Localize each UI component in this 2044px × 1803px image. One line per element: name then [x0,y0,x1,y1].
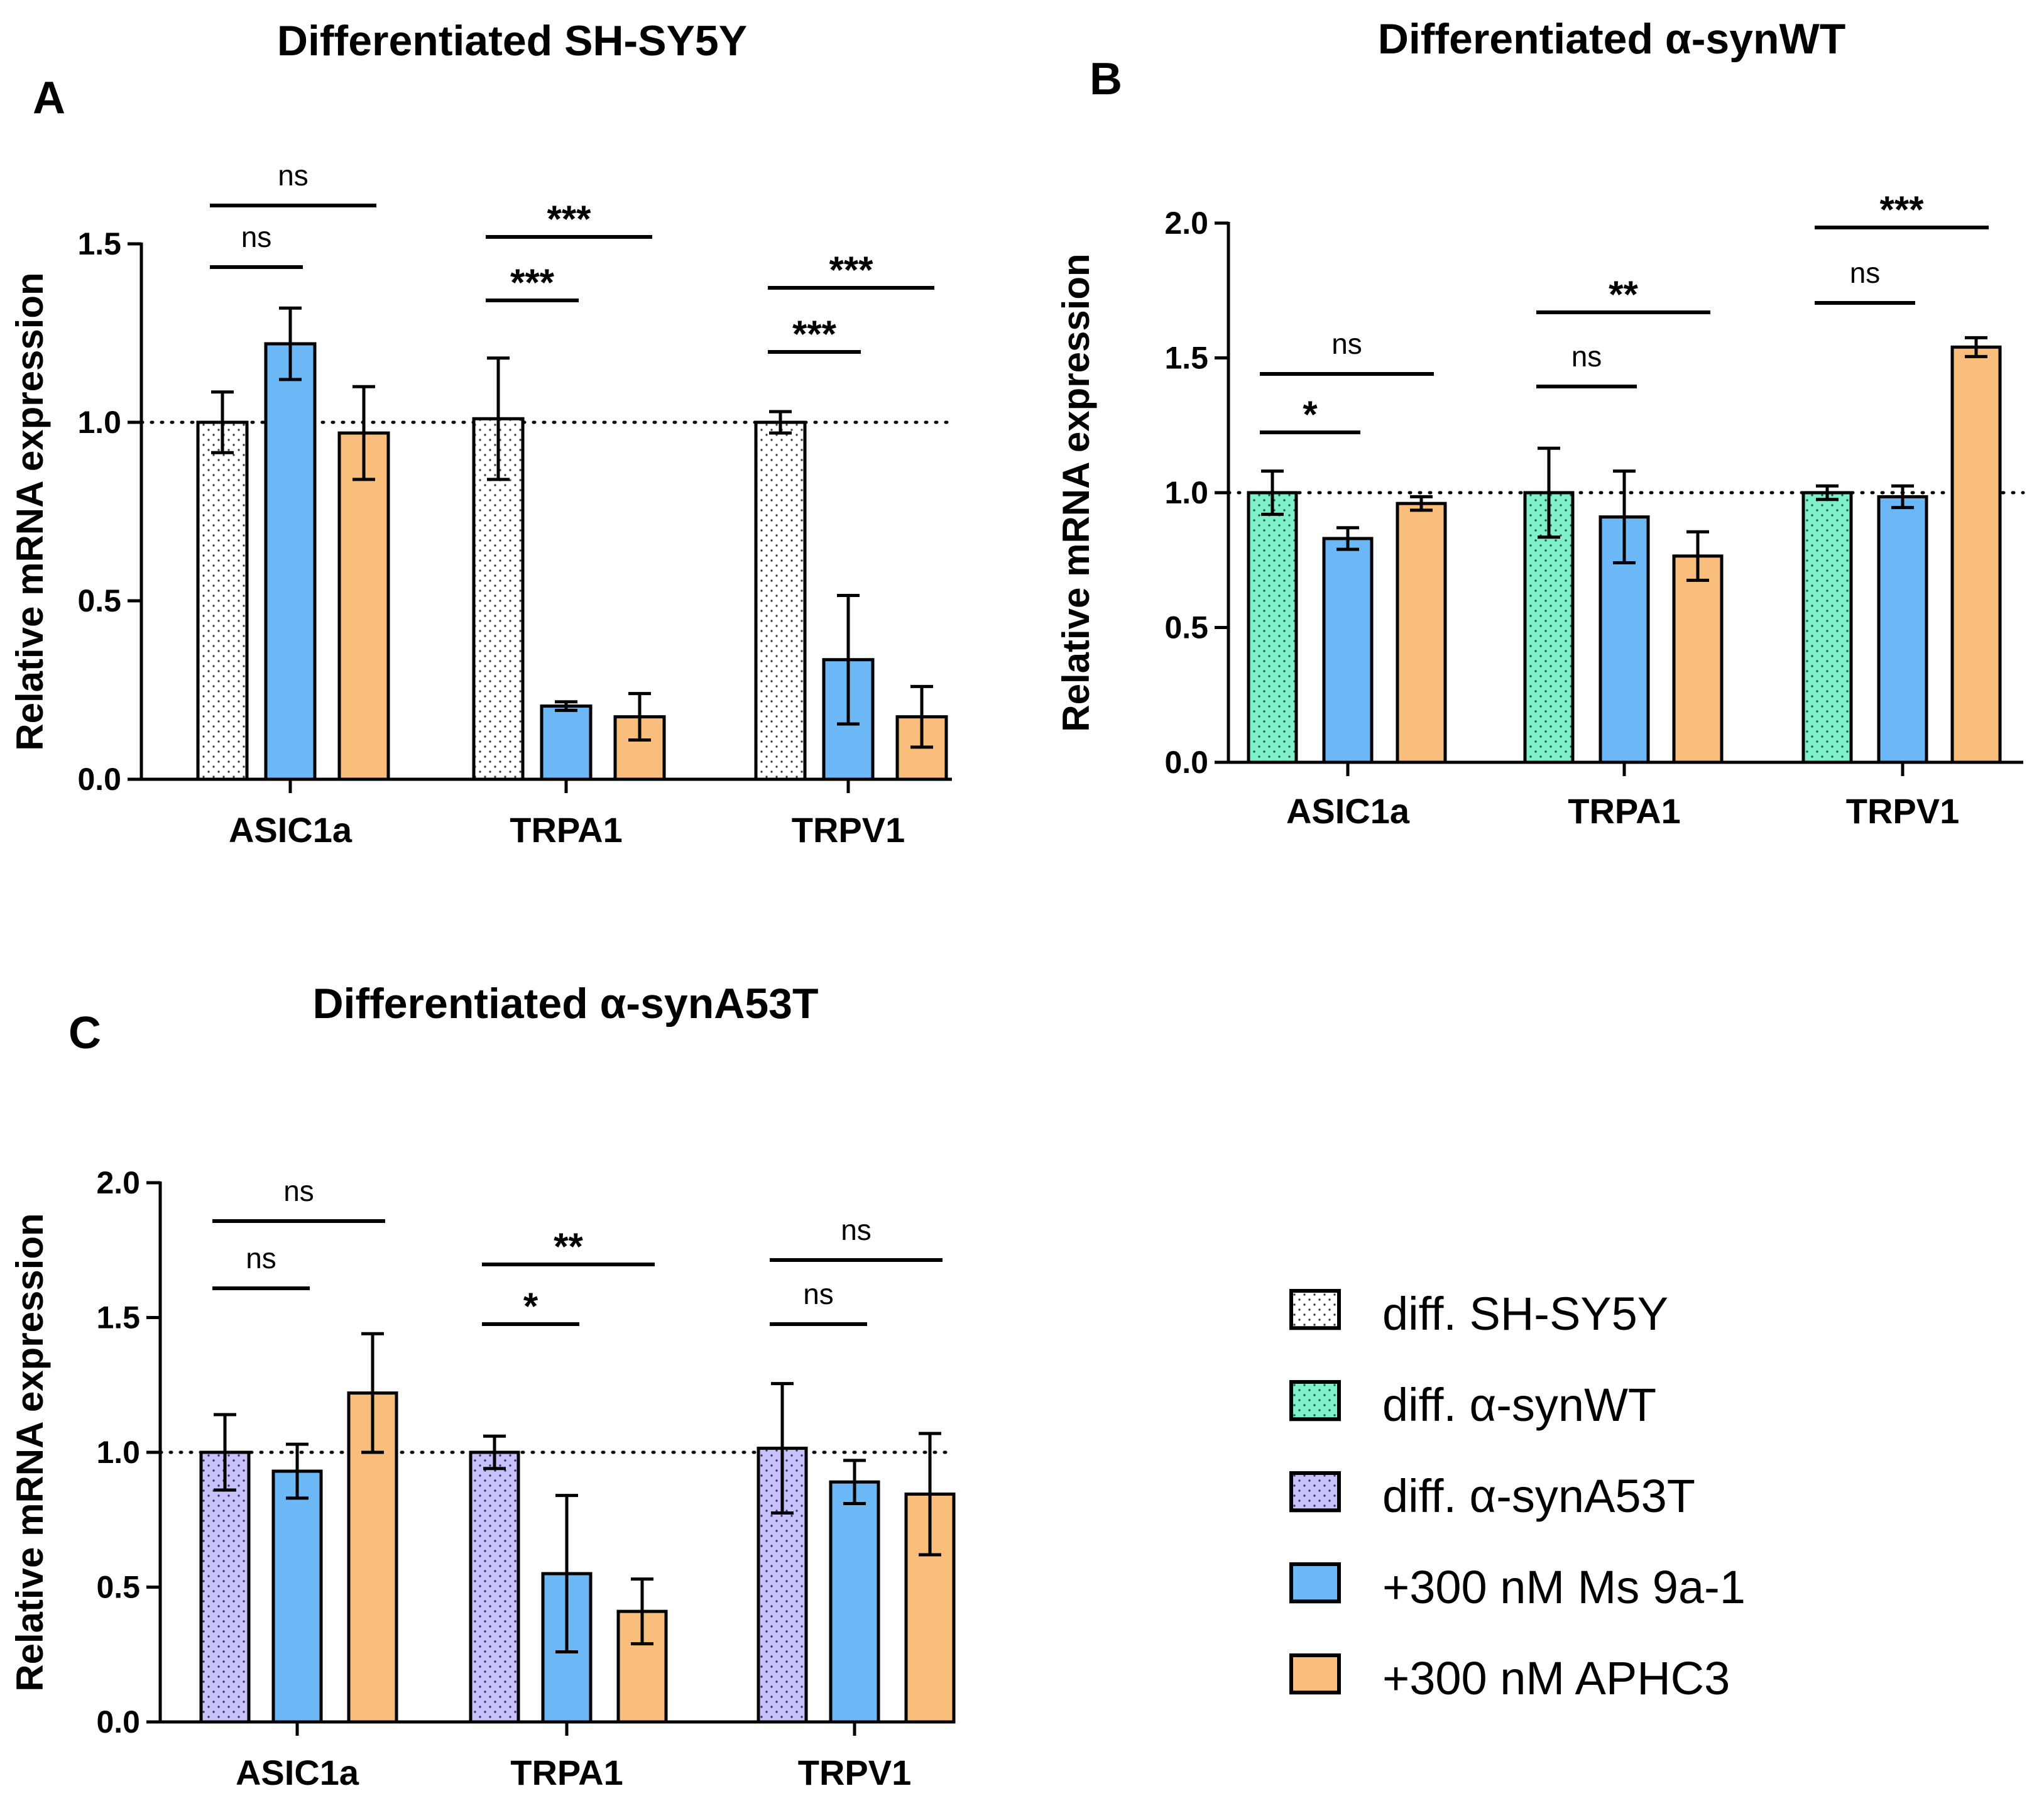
significance-label: *** [547,198,591,240]
chart-title: Differentiated α-synWT [1378,15,1846,63]
x-category-label: ASIC1a [229,810,353,850]
significance-label: ns [803,1278,834,1310]
significance-label: *** [792,313,837,355]
bar-asic1a-s2 [337,431,390,781]
panel-letter: B [1090,54,1122,104]
x-category-label: TRPV1 [792,810,905,850]
significance-label: ** [554,1225,583,1268]
y-tick-label: 1.0 [1164,475,1208,510]
y-axis-label: Relative mRNA expression [1055,253,1097,732]
x-category-label: TRPV1 [1846,791,1960,831]
legend-label: diff. SH-SY5Y [1382,1288,1668,1340]
significance-label: ns [283,1175,314,1207]
bar-asic1a-s0 [196,420,249,781]
bar-trpv1-s0 [754,420,807,781]
panel-letter: A [33,73,65,123]
bar-trpv1-s0 [1801,491,1853,764]
legend-swatch [1289,1471,1341,1513]
y-tick-label: 2.0 [1164,206,1208,241]
bar-asic1a-s0 [1247,491,1298,764]
bar-asic1a-s1 [1322,537,1374,764]
significance-label: ns [1331,327,1362,360]
y-tick-label: 1.5 [96,1300,140,1335]
significance-label: ns [241,221,272,253]
significance-label: ** [1609,273,1638,315]
panel-letter: C [68,1008,101,1058]
y-tick-label: 0.5 [96,1570,140,1605]
significance-label: *** [510,261,555,304]
x-category-label: TRPA1 [510,1753,623,1792]
bar-trpv1-s2 [1950,345,2002,764]
significance-label: * [523,1285,538,1327]
significance-label: ns [246,1242,276,1274]
y-tick-label: 0.0 [77,762,121,797]
bar-asic1a-s1 [271,1469,323,1724]
plots: Differentiated SH-SY5Y A Relative mRNA exp… [9,15,2025,1792]
significance-label: * [1303,393,1318,436]
legend: diff. SH-SY5Y diff. α-synWT diff. α-synA53… [1289,1288,1746,1704]
y-tick-label: 1.0 [96,1435,140,1470]
bar-asic1a-s0 [199,1450,251,1724]
significance-label: *** [829,249,873,291]
bar-trpv1-s1 [1877,495,1928,764]
legend-label: diff. α-synWT [1382,1379,1656,1431]
x-category-label: TRPA1 [510,810,622,850]
x-category-label: ASIC1a [236,1753,359,1792]
legend-swatch [1289,1653,1341,1695]
y-tick-label: 0.0 [1164,745,1208,780]
significance-label: *** [1879,189,1924,231]
bar-asic1a-s2 [1396,501,1447,764]
legend-label: +300 nM APHC3 [1382,1652,1730,1704]
significance-label: ns [1571,340,1602,373]
bar-trpa1-s1 [540,704,593,781]
significance-label: ns [1850,256,1881,289]
x-category-label: ASIC1a [1286,791,1410,831]
bar-asic1a-s1 [264,342,317,781]
significance-label: ns [278,159,309,192]
x-category-label: TRPA1 [1568,791,1680,831]
bar-trpa1-s2 [1672,554,1724,764]
y-tick-label: 0.0 [96,1704,140,1740]
legend-label: diff. α-synA53T [1382,1470,1695,1522]
y-tick-label: 2.0 [96,1165,140,1200]
y-axis-label: Relative mRNA expression [9,1213,51,1691]
legend-swatch [1289,1380,1341,1422]
y-tick-label: 1.0 [77,405,121,440]
y-axis-label: Relative mRNA expression [9,272,51,750]
legend-label: +300 nM Ms 9a-1 [1382,1561,1746,1613]
legend-swatch [1289,1562,1341,1604]
chart-panel-a: Differentiated SH-SY5Y A Relative mRNA exp… [9,17,954,850]
chart-title: Differentiated α-synA53T [312,980,818,1028]
chart-panel-b: Differentiated α-synWT B Relative mRNA exp… [1055,15,2025,831]
bar-trpa1-s0 [469,1450,520,1724]
bar-trpv1-s1 [829,1480,880,1724]
x-category-label: TRPV1 [798,1753,912,1792]
y-tick-label: 1.5 [1164,341,1208,376]
chart-panel-c: Differentiated α-synA53T C Relative mRNA e… [9,980,956,1792]
legend-swatch [1289,1289,1341,1330]
significance-label: ns [841,1214,872,1246]
y-tick-label: 0.5 [77,583,121,618]
y-tick-label: 1.5 [77,226,121,261]
y-tick-label: 0.5 [1164,610,1208,645]
chart-title: Differentiated SH-SY5Y [277,17,747,65]
